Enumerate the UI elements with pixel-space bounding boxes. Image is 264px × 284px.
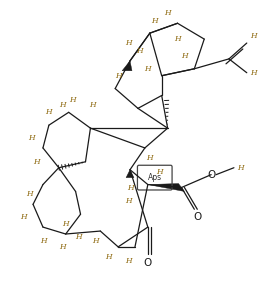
Polygon shape [148,183,185,191]
Text: H: H [115,72,121,80]
Text: H: H [40,237,46,245]
Text: H: H [127,183,133,191]
Text: H: H [75,233,82,241]
Text: H: H [26,191,32,199]
Text: O: O [207,170,215,180]
Text: H: H [105,253,112,261]
Text: H: H [59,243,66,251]
Text: H: H [69,97,76,105]
Text: O: O [193,212,201,222]
Text: H: H [238,164,244,172]
Text: H: H [147,154,153,162]
Text: O: O [144,258,152,268]
Polygon shape [122,61,132,71]
Text: H: H [33,158,39,166]
Text: H: H [156,168,163,176]
Polygon shape [126,170,134,178]
Text: H: H [89,101,96,109]
Text: H: H [92,237,99,245]
Text: H: H [144,65,151,73]
Text: H: H [152,17,158,25]
Text: H: H [125,257,131,265]
Text: Aps: Aps [148,173,162,182]
Text: H: H [125,39,131,47]
Text: H: H [62,220,69,228]
Text: H: H [28,134,34,142]
Text: H: H [164,9,171,17]
Text: H: H [20,213,26,221]
Text: H: H [125,197,131,205]
Text: H: H [250,69,257,77]
Text: H: H [46,108,52,116]
Text: H: H [250,32,257,40]
Text: H: H [59,101,66,109]
Text: H: H [181,52,188,60]
Text: H: H [136,47,143,55]
Text: H: H [174,35,181,43]
